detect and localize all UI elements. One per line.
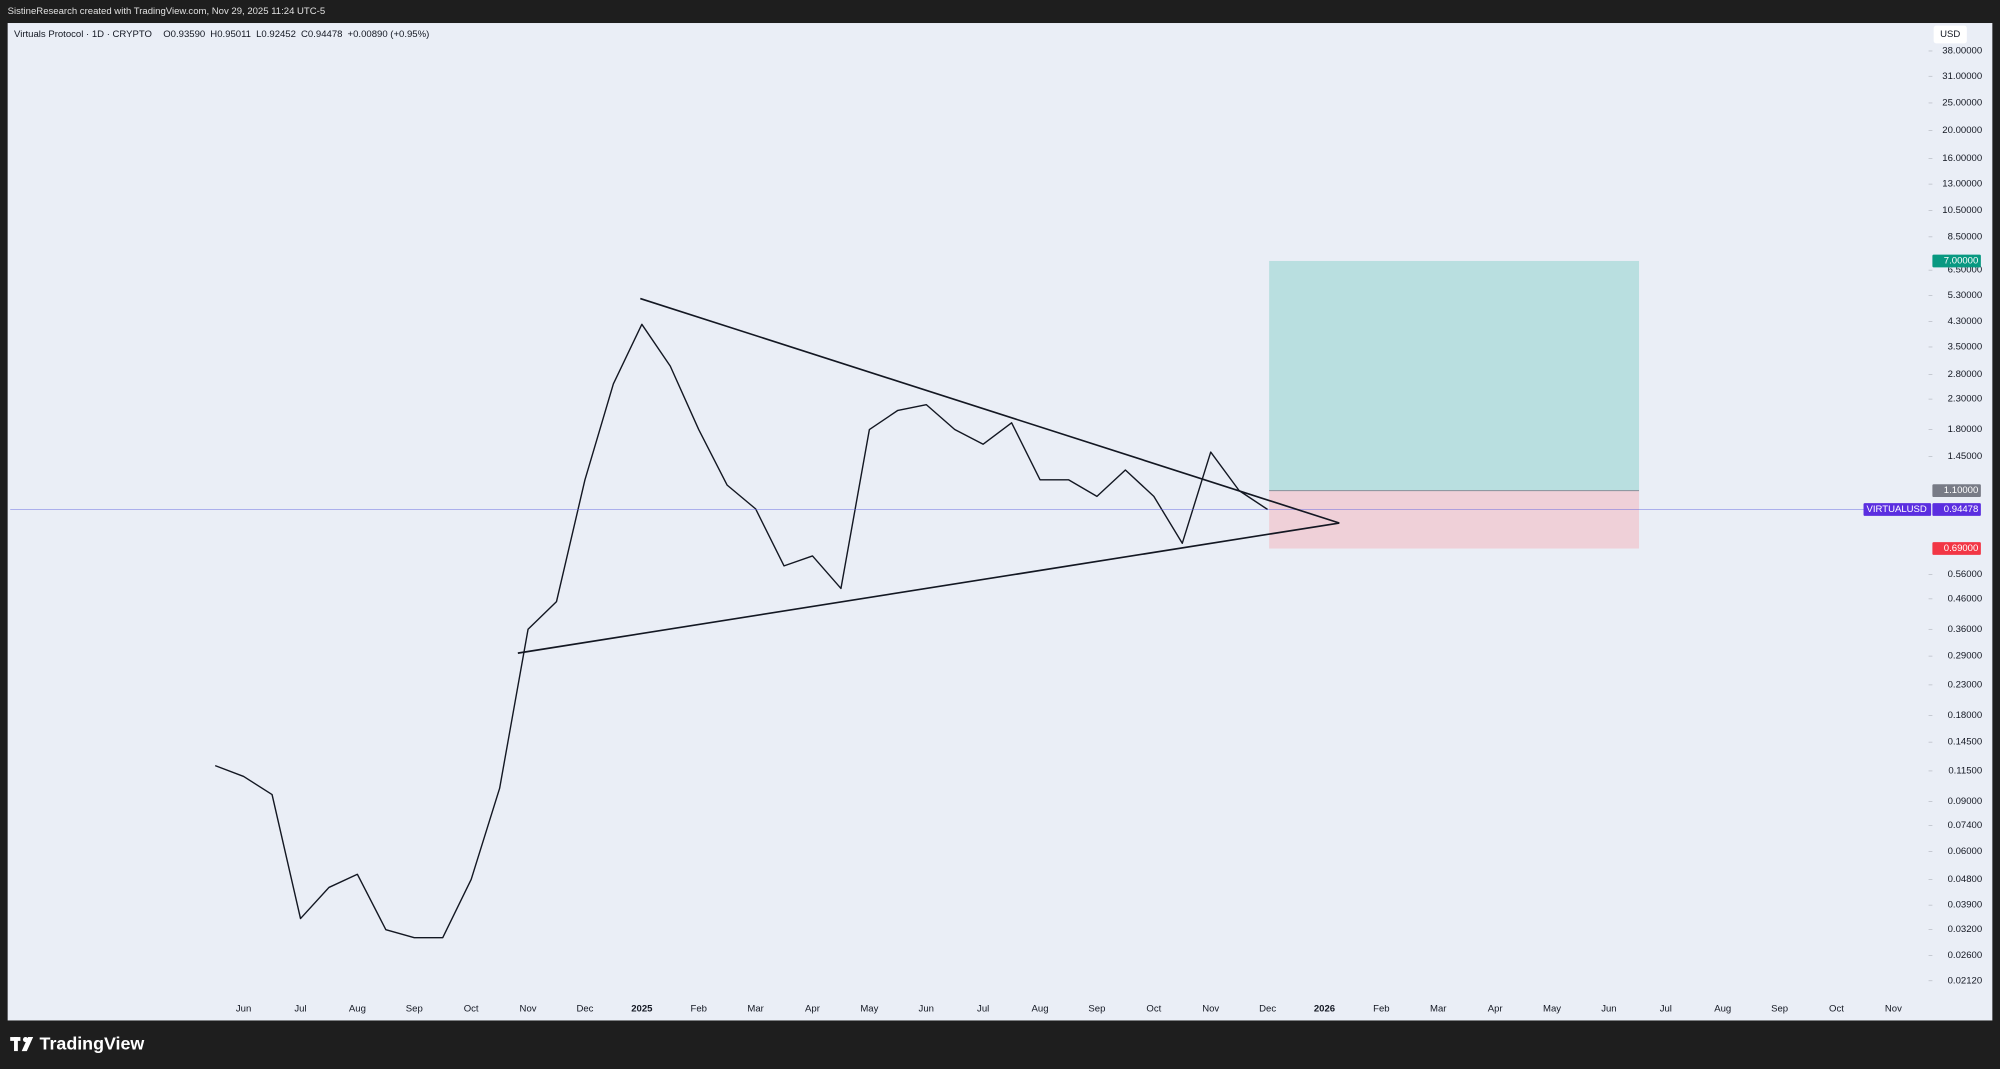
last-price-label: 0.94478 <box>1944 504 1979 515</box>
x-tick-label: Jun <box>236 1004 251 1015</box>
price-tag-label: 7.00000 <box>1944 255 1979 266</box>
y-tick-label: 0.23000 <box>1948 679 1983 690</box>
y-tick-label: 16.00000 <box>1942 153 1982 164</box>
y-tick-label: 0.11500 <box>1948 765 1982 776</box>
y-tick-label: 38.00000 <box>1942 46 1982 57</box>
price-tag <box>1932 484 1981 498</box>
x-tick-label: Mar <box>1430 1004 1447 1015</box>
y-tick-label: 0.02120 <box>1948 975 1983 986</box>
y-tick-label: 0.18000 <box>1948 710 1983 721</box>
logo-mark <box>21 1037 34 1052</box>
x-tick-label: Sep <box>406 1004 423 1015</box>
x-tick-label: Dec <box>1259 1004 1276 1015</box>
plot-area <box>7 23 1993 1021</box>
y-tick-label: 1.80000 <box>1948 424 1983 435</box>
loss-zone <box>1269 490 1640 549</box>
x-tick-label: Sep <box>1771 1004 1788 1015</box>
series-tag <box>1863 503 1932 516</box>
x-tick-label: Aug <box>349 1004 366 1015</box>
x-tick-label: Oct <box>1146 1004 1161 1015</box>
price-tag-label: 1.10000 <box>1944 485 1979 496</box>
y-tick-label: 0.29000 <box>1948 651 1983 662</box>
logo-mark <box>14 1037 18 1052</box>
x-tick-label: Dec <box>576 1004 593 1015</box>
trendline-upper <box>640 297 1340 524</box>
ohlc-value: L0.92452 <box>256 29 296 40</box>
x-tick-label: Mar <box>747 1004 764 1015</box>
x-tick-label: Nov <box>520 1004 537 1015</box>
chart-layer: 38.00000 31.00000 25.00000 20.00000 16.00000… <box>10 46 1982 1015</box>
y-tick-label: 8.50000 <box>1948 231 1983 242</box>
x-tick-label: Oct <box>464 1004 479 1015</box>
y-tick-label: 0.02600 <box>1948 950 1983 961</box>
x-tick-label: Nov <box>1202 1004 1219 1015</box>
currency: USD <box>1940 29 1960 40</box>
x-tick-label: Aug <box>1714 1004 1731 1015</box>
x-tick-label: Jun <box>1601 1004 1616 1015</box>
y-tick-label: 10.50000 <box>1942 205 1982 216</box>
y-tick-label: 13.00000 <box>1942 179 1982 190</box>
x-tick-label: 2026 <box>1314 1004 1335 1015</box>
x-tick-label: Jul <box>1660 1004 1672 1015</box>
footer-brand: TradingView <box>40 1033 145 1053</box>
x-tick-label: May <box>860 1004 878 1015</box>
price-tag-label: 0.69000 <box>1944 543 1979 554</box>
x-tick-label: Jul <box>977 1004 989 1015</box>
x-tick-label: May <box>1543 1004 1561 1015</box>
y-tick-label: 5.30000 <box>1948 290 1983 301</box>
x-tick-label: Apr <box>1488 1004 1504 1015</box>
y-tick-label: 0.46000 <box>1948 593 1983 604</box>
profit-zone <box>1269 260 1640 491</box>
logo <box>10 1037 34 1052</box>
x-tick-label: Feb <box>690 1004 706 1015</box>
series-name: VIRTUALUSD <box>1867 504 1927 515</box>
x-tick-label: Jul <box>294 1004 306 1015</box>
x-tick-label: Nov <box>1885 1004 1902 1015</box>
price-tag <box>1932 254 1981 268</box>
x-tick-label: Feb <box>1373 1004 1389 1015</box>
y-tick-label: 3.50000 <box>1948 342 1983 353</box>
y-tick-label: 20.00000 <box>1942 125 1982 136</box>
trendline-lower <box>517 522 1340 654</box>
y-tick-label: 6.50000 <box>1948 265 1983 276</box>
x-tick-label: Sep <box>1088 1004 1105 1015</box>
y-tick-label: 1.45000 <box>1948 451 1983 462</box>
ohlc-legend: O0.93590 H0.95011 L0.92452 C0.94478 +0.00890… <box>163 29 429 40</box>
y-tick-label: 0.56000 <box>1948 569 1983 580</box>
chart-title: Virtuals Protocol · 1D · CRYPTO <box>14 29 152 40</box>
ohlc-value: +0.00890 (+0.95%) <box>348 29 430 40</box>
price-tag <box>1932 542 1981 555</box>
ohlc-value: O0.93590 <box>163 29 205 40</box>
x-tick-label: Oct <box>1829 1004 1844 1015</box>
y-tick-label: 0.07400 <box>1948 820 1983 831</box>
currency-box <box>1933 25 1967 44</box>
y-tick-label: 0.36000 <box>1948 624 1983 635</box>
last-price-tag <box>1932 503 1981 516</box>
y-tick-label: 0.09000 <box>1948 796 1983 807</box>
y-tick-label: 0.03900 <box>1948 900 1983 911</box>
ohlc-value: C0.94478 <box>301 29 342 40</box>
price-line <box>214 323 1268 939</box>
header: SistineResearch created with TradingView… <box>8 6 326 17</box>
x-tick-label: 2025 <box>631 1004 653 1015</box>
y-tick-label: 4.30000 <box>1948 316 1983 327</box>
y-tick-label: 2.80000 <box>1948 369 1983 380</box>
x-tick-label: Jun <box>919 1004 934 1015</box>
y-tick-label: 2.30000 <box>1948 394 1983 405</box>
y-tick-label: 0.03200 <box>1948 924 1983 935</box>
y-tick-label: 25.00000 <box>1942 97 1982 108</box>
y-tick-label: 0.04800 <box>1948 874 1983 885</box>
ohlc-value: H0.95011 <box>210 29 251 40</box>
x-tick-label: Aug <box>1032 1004 1049 1015</box>
y-tick-label: 0.14500 <box>1948 737 1983 748</box>
y-tick-label: 31.00000 <box>1942 71 1982 82</box>
y-tick-label: 0.06000 <box>1948 846 1983 857</box>
x-tick-label: Apr <box>805 1004 821 1015</box>
